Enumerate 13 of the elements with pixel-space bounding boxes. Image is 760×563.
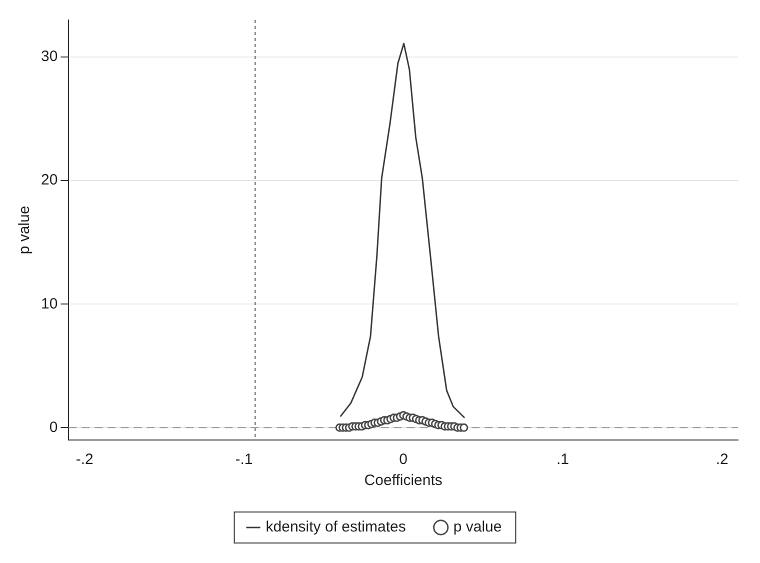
y-tick-label: 10 (40, 295, 58, 312)
legend-label: p value (453, 518, 502, 536)
x-axis-title: Coefficients (364, 472, 442, 490)
x-tick-label: .1 (556, 451, 569, 468)
y-tick-label: 20 (40, 172, 58, 189)
legend-label: kdensity of estimates (266, 518, 406, 536)
y-axis-title: p value (16, 206, 34, 254)
y-tick-label: 0 (49, 418, 58, 436)
x-tick-label: -.1 (235, 451, 253, 468)
x-tick-label: -.2 (76, 451, 94, 468)
x-tick-label: 0 (399, 451, 408, 468)
x-tick-label: .2 (716, 451, 728, 468)
y-tick-label: 30 (40, 48, 58, 66)
